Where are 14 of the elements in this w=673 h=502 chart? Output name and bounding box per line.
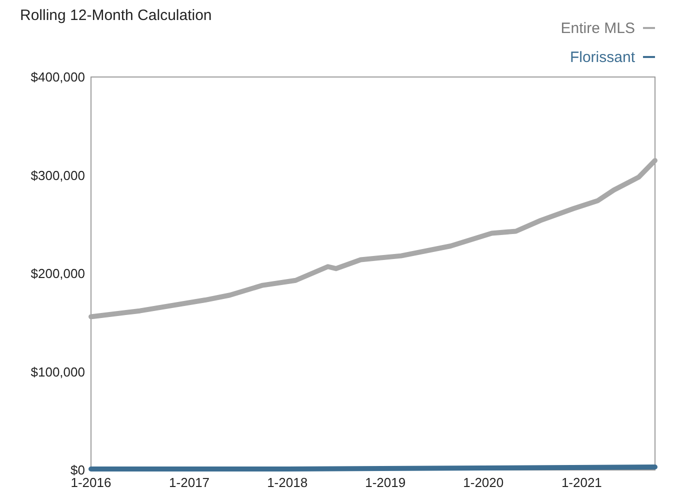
x-tick-label: 1-2021 (561, 475, 602, 490)
x-tick-label: 1-2017 (169, 475, 210, 490)
x-tick-label: 1-2020 (463, 475, 504, 490)
y-tick-label: $0 (70, 462, 85, 478)
y-tick-label: $200,000 (30, 266, 85, 282)
x-tick-label: 1-2018 (267, 475, 308, 490)
y-tick-label: $100,000 (30, 364, 85, 380)
x-tick-label: 1-2019 (365, 475, 406, 490)
y-tick-label: $300,000 (30, 168, 85, 183)
legend-label: Florissant (570, 49, 636, 66)
legend-label: Entire MLS (560, 20, 635, 37)
x-tick-label: 1-2016 (70, 475, 112, 490)
chart-title: Rolling 12-Month Calculation (20, 7, 212, 24)
y-tick-label: $400,000 (30, 70, 85, 85)
